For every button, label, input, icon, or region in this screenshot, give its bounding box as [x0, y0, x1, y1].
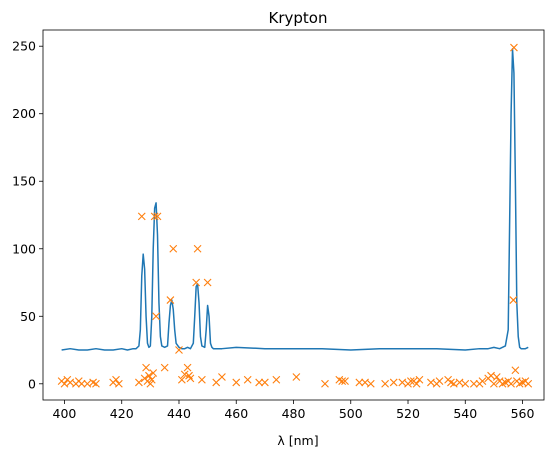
peak-marker [145, 371, 153, 380]
peak-marker [361, 378, 369, 387]
peak-marker [243, 375, 252, 384]
x-tick-label: 460 [224, 406, 248, 421]
peak-marker [153, 212, 162, 221]
peak-marker [112, 375, 120, 384]
peak-marker [60, 379, 69, 388]
peak-marker [147, 375, 156, 384]
y-tick-label: 100 [12, 241, 36, 256]
peak-marker [524, 379, 533, 388]
chart-title: Krypton [269, 9, 328, 27]
peak-marker [175, 346, 183, 354]
peak-marker [510, 43, 518, 52]
peak-marker [398, 378, 407, 387]
peak-marker [197, 375, 206, 384]
peak-marker [186, 374, 195, 383]
peak-marker [83, 379, 92, 388]
x-tick-label: 500 [339, 406, 363, 421]
y-tick-label: 150 [12, 174, 36, 189]
x-tick-label: 400 [53, 406, 77, 421]
peak-marker [381, 379, 390, 388]
peak-marker [389, 378, 398, 387]
peak-marker [166, 296, 175, 304]
peak-marker [455, 378, 464, 387]
peak-marker [415, 375, 424, 384]
peak-marker [412, 379, 421, 388]
peak-marker [507, 379, 515, 388]
peak-marker [366, 379, 375, 388]
peak-marker [92, 379, 100, 388]
peak-marker [478, 377, 487, 385]
peak-marker [135, 378, 143, 387]
peak-marker [355, 378, 364, 387]
spectrum-line [61, 48, 529, 351]
peak-marker [203, 278, 212, 287]
peak-marker [255, 378, 264, 387]
peak-marker [192, 278, 201, 287]
peak-marker [321, 379, 329, 388]
peak-marker [260, 378, 269, 387]
x-tick-label: 520 [396, 406, 420, 421]
peak-marker [492, 373, 501, 381]
peak-marker [142, 363, 150, 372]
peak-marker [490, 379, 498, 388]
x-axis-label: λ [nm] [277, 433, 318, 448]
peak-marker [435, 377, 444, 385]
peak-marker [487, 371, 495, 380]
x-tick-label: 540 [453, 406, 477, 421]
x-tick-label: 440 [167, 406, 191, 421]
plot-area-frame [42, 29, 545, 401]
peak-marker [232, 378, 241, 387]
peak-marker [449, 379, 458, 388]
peak-marker [509, 296, 518, 304]
peak-marker [152, 312, 160, 321]
peak-marker [469, 379, 478, 388]
peak-marker [193, 244, 202, 253]
peak-marker [180, 370, 189, 379]
y-tick-label: 0 [28, 376, 36, 391]
peak-marker [341, 377, 349, 385]
peak-marker [183, 363, 192, 372]
peak-marker [272, 375, 281, 384]
peak-marker [146, 379, 155, 388]
peak-marker [160, 363, 169, 372]
peak-marker [137, 212, 146, 221]
peak-marker [511, 366, 520, 375]
peak-marker [169, 244, 178, 253]
y-tick-label: 50 [20, 309, 36, 324]
y-tick-label: 250 [12, 39, 36, 54]
y-tick-label: 200 [12, 106, 36, 121]
peak-marker [149, 369, 158, 377]
peak-marker [66, 378, 75, 387]
x-tick-label: 560 [511, 406, 535, 421]
peak-marker [461, 379, 470, 388]
x-tick-label: 420 [110, 406, 134, 421]
peak-marker [406, 377, 415, 385]
peak-marker [218, 373, 226, 381]
peak-marker [114, 379, 123, 388]
peak-marker [177, 375, 186, 384]
peak-marker [77, 379, 86, 388]
peak-marker [292, 373, 301, 381]
x-tick-label: 480 [282, 406, 306, 421]
peak-marker [338, 377, 347, 385]
peak-marker [427, 378, 435, 387]
peak-marker [150, 212, 159, 221]
